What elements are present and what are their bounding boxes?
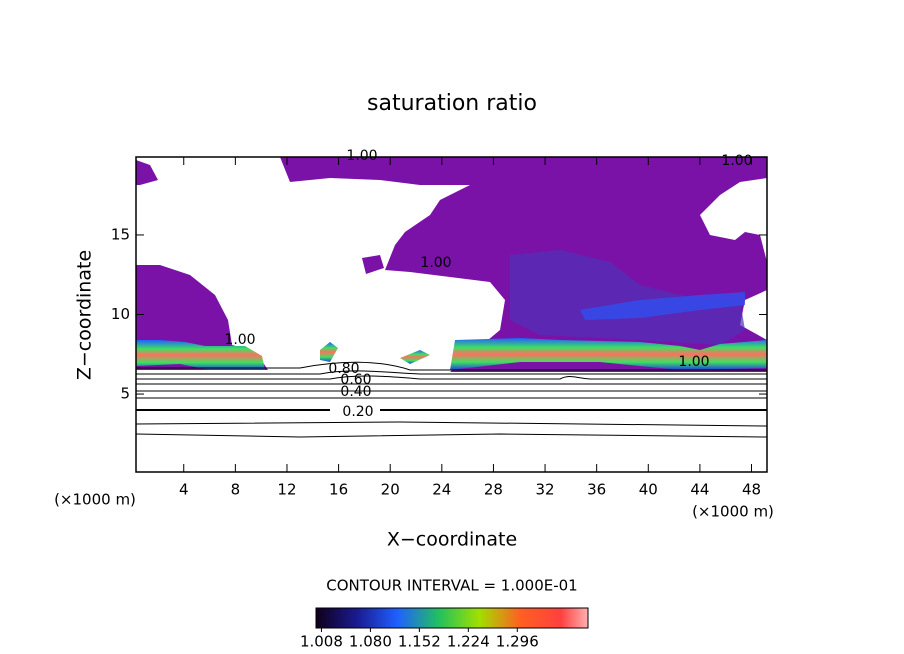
y-tick-label: 5 <box>120 385 130 403</box>
contour-label: 1.00 <box>678 354 709 370</box>
fill-region <box>450 338 767 370</box>
x-tick-label: 12 <box>277 481 296 499</box>
x-tick-label: 16 <box>329 481 348 499</box>
contour-label: 0.60 <box>340 372 371 388</box>
contour-label: 1.00 <box>224 332 255 348</box>
x-tick-label: 36 <box>587 481 606 499</box>
fill-region <box>400 350 430 364</box>
y-unit-label: (×1000 m) <box>54 491 136 509</box>
fill-region <box>136 160 158 185</box>
x-tick-label: 20 <box>381 481 400 499</box>
x-tick-label: 4 <box>179 481 189 499</box>
x-tick-label: 32 <box>536 481 555 499</box>
fill-region <box>136 340 265 370</box>
x-axis-label: X−coordinate <box>387 529 517 551</box>
colorbar-tick-label: 1.224 <box>447 633 490 651</box>
chart-title: saturation ratio <box>367 91 537 116</box>
contour-label: 0.80 <box>328 361 359 377</box>
y-axis-label: Z−coordinate <box>74 250 96 380</box>
contour-interval: CONTOUR INTERVAL = 1.000E-01 <box>326 577 577 595</box>
contour-label: 1.00 <box>420 255 451 271</box>
x-tick-label: 40 <box>639 481 658 499</box>
contour-label: 1.00 <box>721 153 752 169</box>
x-tick-label: 28 <box>484 481 503 499</box>
contour-lines <box>136 361 767 438</box>
y-tick-label: 10 <box>111 305 130 323</box>
fill-region <box>510 250 745 345</box>
x-tick-label: 48 <box>742 481 761 499</box>
x-tick-label: 8 <box>231 481 241 499</box>
y-tick-label: 15 <box>111 225 130 243</box>
x-unit-label: (×1000 m) <box>692 503 774 521</box>
colorbar-tick-label: 1.296 <box>496 633 539 651</box>
x-tick-label: 24 <box>432 481 451 499</box>
contour-label: 1.00 <box>346 148 377 164</box>
fill-region <box>580 292 745 320</box>
fill-region <box>362 255 384 274</box>
colorbar-tick-label: 1.080 <box>349 633 392 651</box>
colorbar <box>315 607 589 629</box>
x-tick-label: 44 <box>690 481 709 499</box>
colorbar-tick-label: 1.008 <box>300 633 343 651</box>
contour-label: 0.40 <box>340 384 371 400</box>
contour-field <box>136 157 767 438</box>
contour-label: 0.20 <box>342 404 373 420</box>
colorbar-tick-label: 1.152 <box>398 633 441 651</box>
fill-region <box>320 342 338 362</box>
